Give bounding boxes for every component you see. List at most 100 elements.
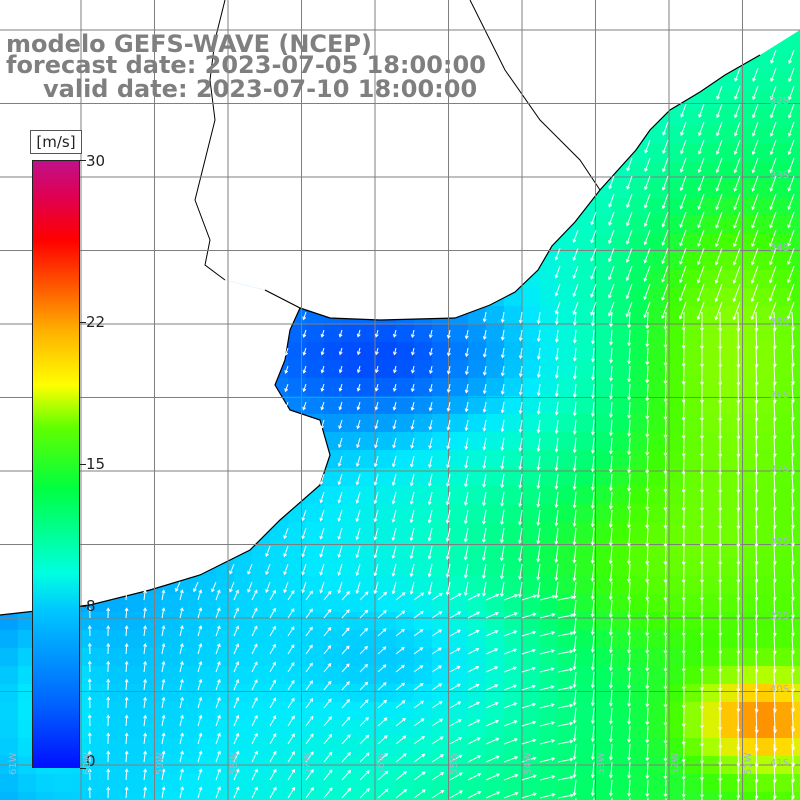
wind-cell	[324, 396, 342, 414]
wind-cell	[630, 666, 648, 684]
wind-arrow	[428, 419, 433, 431]
wind-cell	[432, 774, 450, 792]
wind-cell	[432, 738, 450, 756]
wind-arrow	[772, 347, 777, 368]
wind-cell	[414, 450, 432, 468]
wind-cell	[612, 630, 630, 648]
wind-cell	[108, 702, 126, 720]
wind-arrow	[554, 527, 559, 545]
wind-cell	[684, 342, 702, 360]
wind-cell	[558, 324, 576, 342]
wind-cell	[684, 612, 702, 630]
wind-cell	[738, 450, 756, 468]
wind-cell	[468, 522, 486, 540]
wind-arrow	[265, 563, 271, 576]
wind-cell	[792, 378, 800, 396]
wind-cell	[216, 738, 234, 756]
wind-arrow	[590, 419, 595, 436]
wind-cell	[450, 540, 468, 558]
wind-cell	[666, 648, 684, 666]
wind-arrow	[410, 383, 415, 393]
wind-arrow	[663, 419, 668, 439]
wind-arrow	[481, 545, 487, 562]
wind-arrow	[374, 347, 379, 356]
wind-cell	[486, 324, 504, 342]
wind-arrow	[663, 437, 668, 457]
wind-cell	[18, 612, 36, 630]
wind-arrow	[320, 347, 325, 356]
wind-cell	[666, 486, 684, 504]
wind-arrow	[445, 509, 451, 524]
wind-cell	[324, 630, 342, 648]
wind-cell	[486, 378, 504, 396]
wind-cell	[252, 792, 270, 800]
wind-cell	[432, 360, 450, 378]
wind-cell	[720, 612, 738, 630]
wind-cell	[396, 468, 414, 486]
wind-cell	[198, 720, 216, 738]
wind-cell	[342, 558, 360, 576]
wind-cell	[18, 684, 36, 702]
wind-arrow	[590, 545, 595, 564]
wind-cell	[594, 630, 612, 648]
wind-arrow	[772, 491, 777, 512]
wind-arrow	[215, 589, 221, 601]
wind-cell	[306, 504, 324, 522]
wind-arrow	[645, 329, 650, 348]
wind-cell	[630, 288, 648, 306]
wind-arrow	[627, 581, 631, 601]
wind-cell	[306, 396, 324, 414]
wind-arrow	[284, 347, 289, 356]
wind-arrow	[338, 401, 343, 411]
wind-cell	[720, 522, 738, 540]
wind-cell	[792, 792, 800, 800]
wind-arrow	[554, 455, 559, 472]
wind-cell	[396, 360, 414, 378]
wind-arrow	[791, 329, 795, 350]
wind-arrow	[355, 563, 361, 577]
wind-cell	[612, 288, 630, 306]
wind-cell	[558, 342, 576, 360]
wind-cell	[612, 612, 630, 630]
wind-arrow	[609, 365, 613, 382]
wind-cell	[648, 432, 666, 450]
wind-cell	[630, 180, 648, 198]
land-mass	[0, 0, 761, 616]
wind-cell	[342, 648, 360, 666]
wind-cell	[792, 558, 800, 576]
wind-cell	[648, 630, 666, 648]
wind-cell	[720, 180, 738, 198]
wind-arrow	[410, 419, 415, 430]
wind-cell	[774, 378, 792, 396]
wind-cell	[702, 432, 720, 450]
wind-cell	[270, 612, 288, 630]
wind-arrow	[608, 491, 613, 510]
longitude-label: 53W	[596, 752, 607, 775]
wind-cell	[666, 288, 684, 306]
wind-cell	[666, 144, 684, 162]
wind-cell	[666, 594, 684, 612]
wind-arrow	[572, 563, 577, 582]
wind-cell	[792, 126, 800, 144]
wind-arrow	[554, 563, 559, 582]
wind-arrow	[482, 419, 487, 432]
wind-cell	[432, 342, 450, 360]
wind-cell	[522, 324, 540, 342]
wind-cell	[306, 594, 324, 612]
wind-cell	[360, 342, 378, 360]
wind-cell	[612, 270, 630, 288]
wind-arrow	[482, 383, 487, 395]
wind-arrow	[373, 527, 379, 541]
wind-cell	[414, 378, 432, 396]
wind-cell	[756, 648, 774, 666]
wind-cell	[144, 702, 162, 720]
wind-arrow	[627, 545, 631, 565]
wind-arrow	[500, 473, 505, 489]
wind-cell	[702, 774, 720, 792]
wind-cell	[18, 720, 36, 738]
wind-cell	[162, 720, 180, 738]
wind-cell	[414, 576, 432, 594]
wind-cell	[792, 54, 800, 72]
wind-cell	[792, 108, 800, 126]
wind-cell	[198, 630, 216, 648]
